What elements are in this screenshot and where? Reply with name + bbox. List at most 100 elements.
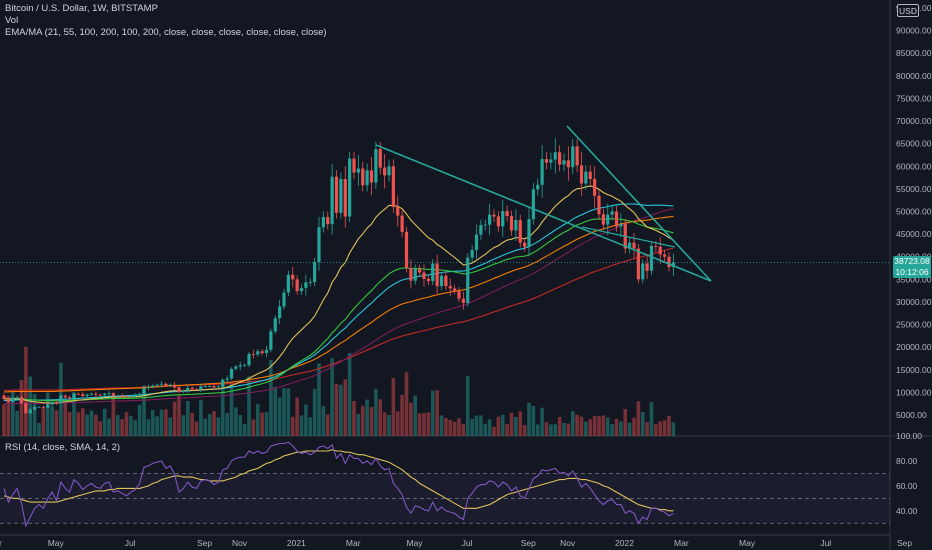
candle-body: [334, 176, 339, 213]
volume-bar: [216, 417, 221, 436]
volume-bar: [286, 388, 291, 436]
volume-bar: [619, 421, 623, 436]
candle: [509, 210, 514, 236]
candle-body: [400, 215, 404, 232]
candle-body: [649, 245, 654, 271]
volume-bar: [50, 406, 54, 436]
candle-body: [343, 178, 347, 217]
candle-body: [11, 397, 15, 402]
candle: [243, 363, 247, 368]
volume-bar: [566, 423, 571, 436]
candle-body: [365, 170, 369, 186]
candle-body: [575, 146, 579, 166]
volume-bar: [404, 372, 409, 436]
price-tick-label: 15000.00: [896, 365, 932, 375]
volume-bar: [120, 419, 124, 436]
candle-body: [544, 159, 549, 163]
volume-bar: [378, 399, 383, 436]
price-tick-label: 55000.00: [896, 184, 932, 194]
candle-body: [374, 149, 378, 183]
candle: [492, 209, 496, 223]
candle-body: [317, 227, 321, 263]
candle: [387, 159, 391, 182]
volume-bar: [636, 401, 641, 436]
candle: [168, 383, 172, 387]
candle-body: [159, 383, 164, 385]
volume-bar: [260, 412, 264, 436]
candle: [404, 226, 409, 273]
volume-bar: [129, 416, 133, 436]
volume-bar: [531, 405, 536, 436]
volume-bar: [527, 402, 531, 436]
volume-bar: [339, 384, 343, 436]
candle: [221, 378, 225, 388]
price-tick-label: 70000.00: [896, 116, 932, 126]
candle-body: [278, 306, 282, 319]
volume-bar: [422, 413, 426, 436]
candle: [2, 393, 6, 401]
candle: [527, 208, 531, 257]
volume-bar: [242, 424, 247, 436]
candle: [146, 384, 150, 391]
volume-bar: [509, 412, 514, 436]
volume-bar: [601, 415, 606, 436]
candle: [658, 237, 662, 264]
candle-body: [444, 275, 448, 287]
candle: [588, 165, 592, 186]
candle: [225, 375, 229, 383]
volume-bar: [347, 352, 352, 436]
candle: [514, 209, 518, 241]
time-tick-label: May: [48, 538, 65, 548]
volume-bar: [150, 410, 155, 436]
candle: [536, 178, 540, 196]
candle: [129, 394, 133, 398]
symbol-legend[interactable]: Bitcoin / U.S. Dollar, 1W, BITSTAMP: [5, 3, 158, 14]
currency-button[interactable]: USD: [897, 4, 919, 17]
volume-bar: [356, 414, 361, 436]
time-tick-label: Jul: [125, 538, 136, 548]
time-tick-label: Jul: [820, 538, 831, 548]
volume-bar: [500, 414, 505, 436]
time-tick-label: Sep: [521, 538, 536, 548]
ema-legend[interactable]: EMA/MA (21, 55, 100, 200, 100, 200, clos…: [5, 27, 327, 38]
candle-body: [584, 171, 588, 184]
candles: [2, 137, 675, 415]
candle: [553, 137, 557, 174]
candle-body: [658, 246, 662, 255]
candle-body: [474, 234, 479, 250]
volume-bar: [413, 395, 418, 436]
volume-legend[interactable]: Vol: [5, 15, 19, 26]
candle-body: [295, 279, 299, 292]
candle-body: [457, 290, 461, 299]
candle-body: [505, 211, 509, 217]
volume-bar: [269, 360, 273, 436]
volume-bar: [172, 401, 177, 436]
rsi-legend[interactable]: RSI (14, close, SMA, 14, 2): [5, 442, 121, 453]
candle: [273, 315, 277, 334]
candle-body: [330, 176, 334, 225]
time-tick-label: Sep: [197, 538, 212, 548]
candle: [151, 384, 155, 389]
volume-bar: [155, 416, 159, 436]
candle-body: [89, 393, 94, 395]
candle: [19, 396, 24, 405]
candle: [103, 392, 107, 397]
candle-body: [636, 248, 640, 280]
volume-bar: [395, 411, 400, 436]
candle: [641, 259, 645, 284]
volume-bar: [369, 407, 374, 436]
candle-body: [645, 263, 649, 271]
volume-bar: [461, 423, 466, 436]
candle-body: [273, 318, 277, 332]
candle: [308, 278, 312, 287]
candle-body: [369, 170, 374, 183]
candle: [199, 383, 203, 393]
volume-bar: [146, 419, 151, 436]
rsi-tick-label: 60.00: [896, 481, 918, 491]
candle-body: [120, 395, 124, 397]
candle-body: [19, 397, 24, 404]
price-tick-label: 65000.00: [896, 139, 932, 149]
candle: [321, 211, 325, 233]
